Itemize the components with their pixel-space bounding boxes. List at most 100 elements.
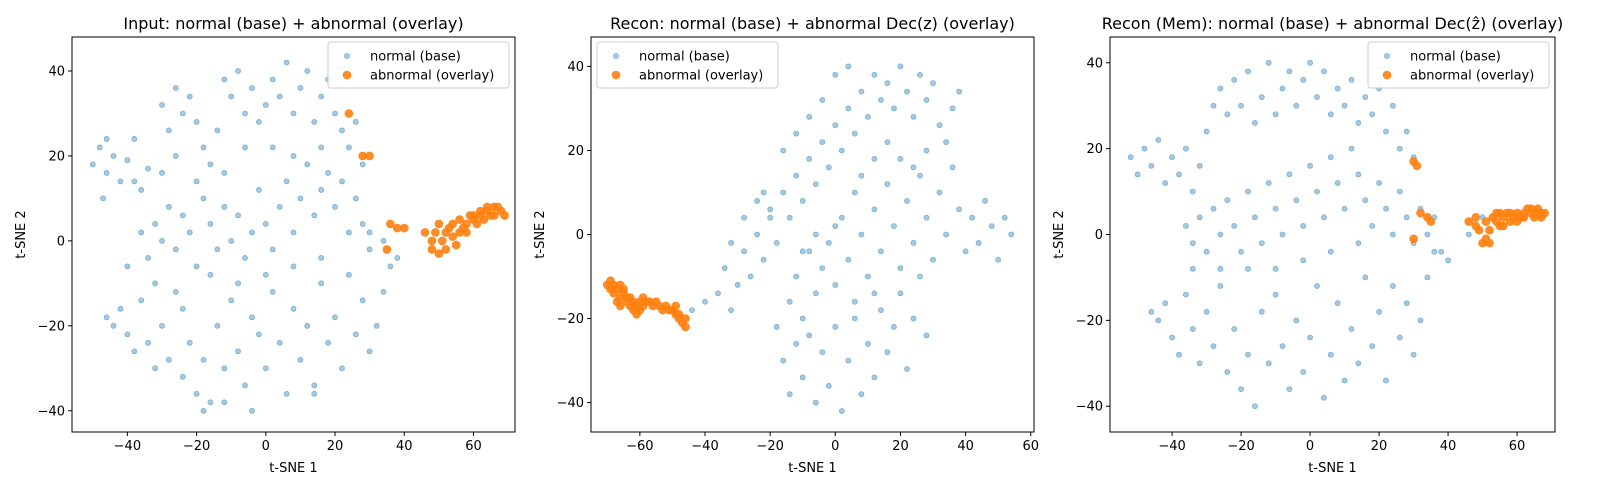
- x-tick-label: 0: [831, 439, 839, 454]
- normal-point: [1258, 240, 1265, 246]
- x-tick-label: 20: [1371, 439, 1388, 454]
- abnormal-point: [1412, 161, 1422, 171]
- normal-point: [1155, 317, 1162, 324]
- normal-point: [1396, 334, 1403, 341]
- normal-point: [311, 119, 318, 125]
- x-tick-label: −40: [691, 439, 718, 454]
- normal-point: [124, 331, 131, 338]
- normal-point: [904, 366, 910, 372]
- normal-point: [339, 127, 345, 134]
- normal-point: [276, 93, 283, 100]
- normal-point: [172, 246, 179, 253]
- normal-point: [936, 189, 943, 196]
- abnormal-point: [472, 219, 482, 229]
- normal-point: [793, 172, 800, 179]
- x-tick-label: 40: [1440, 439, 1457, 454]
- legend-marker: [1384, 53, 1390, 59]
- normal-point: [884, 80, 891, 87]
- normal-point: [728, 307, 734, 313]
- x-tick-label: 0: [262, 439, 270, 454]
- normal-point: [1272, 111, 1279, 118]
- x-tick-label: 60: [1509, 439, 1526, 454]
- normal-point: [1300, 222, 1307, 229]
- abnormal-point: [1416, 208, 1425, 218]
- abnormal-point: [671, 301, 681, 311]
- abnormal-point: [1492, 208, 1501, 218]
- normal-point: [214, 127, 221, 134]
- normal-point: [1403, 214, 1410, 221]
- normal-point: [702, 298, 708, 305]
- normal-point: [373, 322, 380, 329]
- normal-point: [318, 93, 325, 100]
- abnormal-point: [427, 236, 437, 246]
- normal-point: [871, 206, 878, 213]
- normal-point: [1203, 128, 1210, 135]
- normal-point: [96, 144, 103, 151]
- x-tick-label: 60: [1022, 439, 1039, 454]
- normal-point: [207, 161, 214, 168]
- normal-point: [1383, 128, 1389, 135]
- normal-point: [1424, 231, 1431, 238]
- normal-point: [103, 169, 110, 176]
- normal-point: [917, 172, 923, 179]
- normal-point: [1196, 360, 1203, 367]
- panel-recon-mem: Recon (Mem): normal (base) + abnormal De…: [1052, 14, 1563, 476]
- normal-point: [103, 314, 110, 321]
- normal-point: [819, 97, 826, 103]
- abnormal-point: [448, 232, 458, 241]
- normal-point: [380, 237, 387, 244]
- normal-point: [806, 113, 813, 120]
- normal-point: [754, 231, 760, 238]
- normal-point: [1272, 265, 1279, 272]
- normal-point: [923, 214, 930, 221]
- normal-point: [221, 365, 228, 372]
- normal-point: [1348, 77, 1355, 83]
- normal-point: [689, 307, 695, 313]
- y-tick-label: −20: [1076, 314, 1103, 329]
- normal-point: [352, 195, 359, 202]
- normal-point: [786, 214, 793, 221]
- x-tick-label: 20: [892, 439, 909, 454]
- abnormal-point: [479, 215, 489, 224]
- normal-point: [923, 332, 930, 339]
- normal-point: [262, 271, 269, 278]
- normal-point: [754, 197, 760, 204]
- normal-point: [871, 290, 878, 297]
- normal-point: [891, 223, 897, 229]
- normal-point: [799, 248, 806, 255]
- normal-point: [943, 231, 949, 238]
- normal-point: [1252, 214, 1258, 221]
- normal-point: [214, 322, 221, 329]
- normal-point: [1245, 351, 1251, 358]
- normal-point: [1203, 308, 1210, 315]
- normal-point: [1279, 231, 1286, 238]
- normal-point: [910, 315, 917, 322]
- normal-point: [1355, 120, 1362, 126]
- normal-point: [207, 220, 214, 227]
- normal-point: [793, 130, 800, 137]
- normal-point: [1217, 283, 1224, 289]
- normal-point: [773, 239, 780, 246]
- normal-point: [1001, 214, 1008, 221]
- normal-point: [339, 178, 345, 185]
- normal-point: [152, 280, 158, 287]
- normal-point: [1258, 308, 1265, 315]
- normal-point: [159, 237, 165, 244]
- normal-point: [1148, 308, 1155, 315]
- legend-marker: [611, 70, 621, 80]
- normal-point: [200, 407, 207, 414]
- normal-point: [103, 135, 110, 142]
- abnormal-point: [365, 151, 374, 161]
- normal-point: [366, 229, 373, 236]
- normal-point: [956, 88, 962, 95]
- normal-point: [910, 113, 917, 120]
- normal-point: [780, 357, 787, 364]
- normal-point: [917, 273, 923, 280]
- normal-point: [339, 365, 345, 372]
- normal-point: [897, 63, 904, 70]
- x-tick-label: 40: [396, 439, 413, 454]
- normal-point: [878, 97, 884, 103]
- normal-point: [1431, 248, 1438, 255]
- normal-point: [1210, 102, 1217, 109]
- y-tick-label: 20: [1086, 142, 1103, 157]
